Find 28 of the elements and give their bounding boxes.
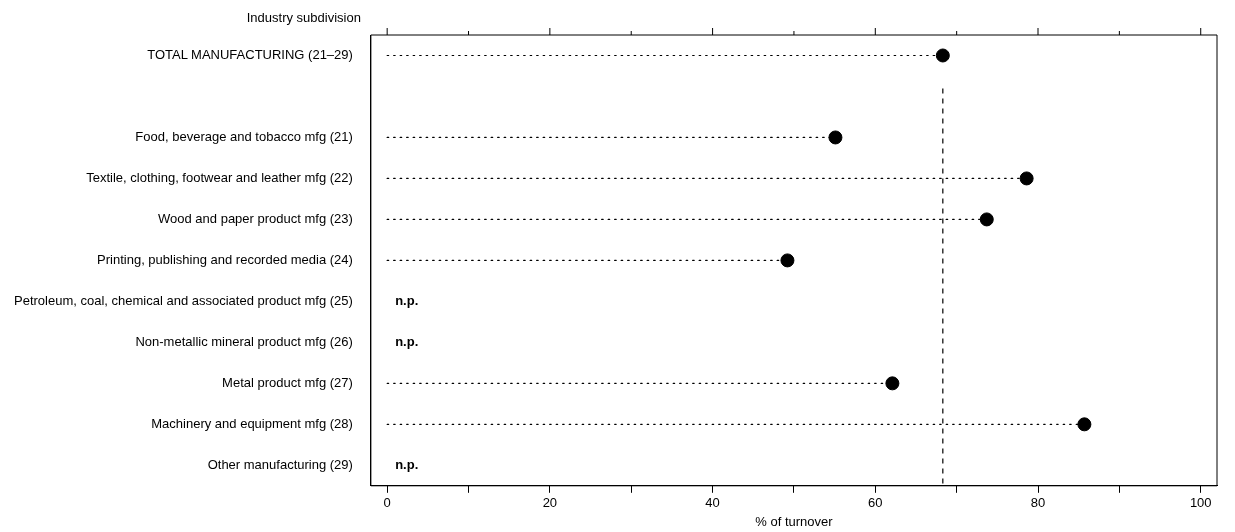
x-tick-label: 100 xyxy=(1189,495,1212,511)
x-tick-label: 20 xyxy=(542,495,558,511)
point xyxy=(780,253,795,268)
text: n.p. xyxy=(395,456,419,472)
text: n.p. xyxy=(395,333,419,349)
x-tick-label: 40 xyxy=(705,495,720,511)
x-tick-label: 0 xyxy=(383,495,391,511)
y-tick-label: Textile, clothing, footwear and leather mfg (22) xyxy=(86,170,353,186)
y-tick-label: Wood and paper product mfg (23) xyxy=(158,211,353,226)
y-tick-label: Printing, publishing and recorded media (24) xyxy=(97,251,353,267)
point xyxy=(1019,171,1034,186)
y-axis-title: Industry subdivision xyxy=(246,9,361,25)
y-tick-label: Metal product mfg (27) xyxy=(222,374,353,390)
point xyxy=(935,48,950,63)
point xyxy=(979,212,994,227)
point xyxy=(1077,417,1092,432)
y-tick-label: Petroleum, coal, chemical and associated product mfg (25) xyxy=(14,292,353,308)
y-tick-label: Other manufacturing (29) xyxy=(207,456,353,472)
y-tick-label: Non-metallic mineral product mfg (26) xyxy=(135,333,353,349)
y-tick-label: Machinery and equipment mfg (28) xyxy=(151,415,353,431)
x-tick-label: 60 xyxy=(868,495,883,511)
x-tick-label: 80 xyxy=(1030,495,1046,511)
y-tick-label: TOTAL MANUFACTURING (21–29) xyxy=(147,47,353,63)
point xyxy=(885,376,900,391)
y-tick-label: Food, beverage and tobacco mfg (21) xyxy=(135,129,353,145)
text: n.p. xyxy=(395,292,419,308)
x-axis-title: % of turnover xyxy=(755,513,834,529)
point xyxy=(828,130,843,145)
